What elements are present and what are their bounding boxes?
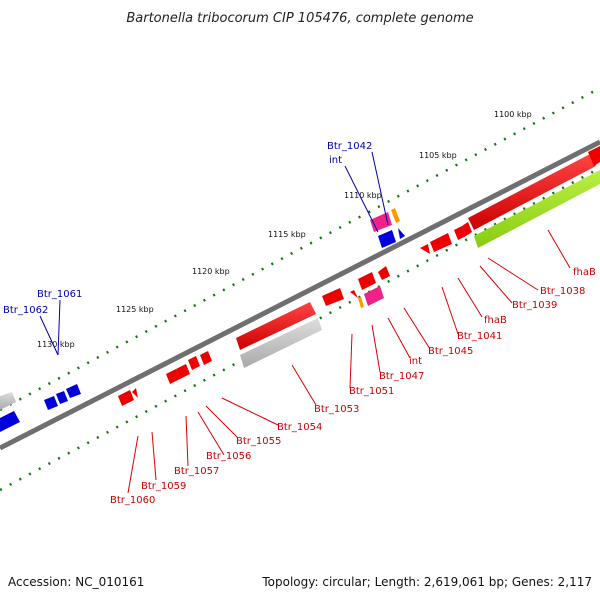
label-btr-1060[interactable]: Btr_1060 bbox=[110, 495, 155, 506]
gene-1059 bbox=[132, 388, 138, 398]
label-btr-1055[interactable]: Btr_1055 bbox=[236, 436, 281, 447]
label-btr-1062[interactable]: Btr_1062 bbox=[3, 305, 48, 316]
accession-text: Accession: NC_010161 bbox=[8, 575, 144, 589]
gene-gray-left bbox=[0, 392, 16, 410]
gene-blue-1042 bbox=[378, 230, 396, 248]
gene-blue-int bbox=[398, 228, 405, 239]
rna-gene-lower bbox=[364, 286, 384, 306]
label-btr-1045[interactable]: Btr_1045 bbox=[428, 346, 473, 357]
label-fhaB-2[interactable]: fhaB bbox=[484, 315, 507, 326]
map-title: Bartonella tribocorum CIP 105476, comple… bbox=[126, 11, 473, 26]
kbp-label-1105: 1105 kbp bbox=[419, 151, 457, 160]
label-btr-1053[interactable]: Btr_1053 bbox=[314, 404, 359, 415]
label-int-upper[interactable]: int bbox=[329, 155, 342, 166]
pseudogene-gray bbox=[240, 318, 322, 368]
label-btr-1041[interactable]: Btr_1041 bbox=[457, 331, 502, 342]
label-int-lower[interactable]: int bbox=[409, 356, 422, 367]
gene-1038 bbox=[462, 222, 472, 236]
blue-leader-lines bbox=[39, 151, 389, 356]
label-btr-1038[interactable]: Btr_1038 bbox=[540, 286, 585, 297]
label-btr-1059[interactable]: Btr_1059 bbox=[141, 481, 186, 492]
kbp-label-1125: 1125 kbp bbox=[116, 305, 154, 314]
gene-blue-1061a bbox=[56, 391, 68, 404]
gene-blue-1061b bbox=[66, 384, 81, 398]
label-btr-1051[interactable]: Btr_1051 bbox=[349, 386, 394, 397]
gene-1041 bbox=[430, 233, 452, 252]
gene-blue-left bbox=[0, 411, 20, 432]
kbp-label-1100: 1100 kbp bbox=[494, 110, 532, 119]
red-leader-lines bbox=[127, 229, 571, 494]
label-btr-1039[interactable]: Btr_1039 bbox=[512, 300, 557, 311]
kbp-label-1110: 1110 kbp bbox=[344, 191, 382, 200]
gene-1053-large bbox=[236, 302, 316, 350]
gene-fhaB-right bbox=[588, 146, 600, 166]
gene-1047 bbox=[358, 272, 376, 290]
reverse-strand-features bbox=[118, 222, 472, 406]
gene-1051 bbox=[322, 288, 344, 306]
gene-1060 bbox=[118, 390, 134, 406]
repeat-region-green bbox=[474, 170, 600, 248]
label-btr-1056[interactable]: Btr_1056 bbox=[206, 451, 251, 462]
label-btr-1054[interactable]: Btr_1054 bbox=[277, 422, 322, 433]
kbp-label-1115: 1115 kbp bbox=[268, 230, 306, 239]
label-btr-1042[interactable]: Btr_1042 bbox=[327, 141, 372, 152]
kbp-label-1120: 1120 kbp bbox=[192, 267, 230, 276]
genome-summary-text: Topology: circular; Length: 2,619,061 bp… bbox=[261, 575, 592, 589]
gene-fhaB-large bbox=[468, 154, 596, 230]
label-btr-1047[interactable]: Btr_1047 bbox=[379, 371, 424, 382]
misc-feature-lower bbox=[358, 297, 364, 308]
label-btr-1057[interactable]: Btr_1057 bbox=[174, 466, 219, 477]
kbp-label-1130: 1130 kbp bbox=[37, 340, 75, 349]
misc-feature-upper bbox=[391, 208, 400, 223]
label-fhaB-1[interactable]: fhaB bbox=[573, 267, 596, 278]
gene-1047b bbox=[378, 266, 390, 280]
gene-1039 bbox=[454, 226, 466, 240]
gene-1057 bbox=[166, 369, 180, 384]
gene-int-lower bbox=[350, 290, 358, 298]
gene-1045 bbox=[420, 244, 430, 254]
gene-blue-1062 bbox=[44, 396, 58, 410]
label-btr-1061[interactable]: Btr_1061 bbox=[37, 289, 82, 300]
genome-backbone bbox=[0, 139, 600, 451]
gene-1054 bbox=[200, 351, 212, 365]
gene-1055 bbox=[188, 356, 200, 370]
gene-1056 bbox=[176, 364, 190, 379]
outer-scale-ring bbox=[0, 86, 600, 412]
